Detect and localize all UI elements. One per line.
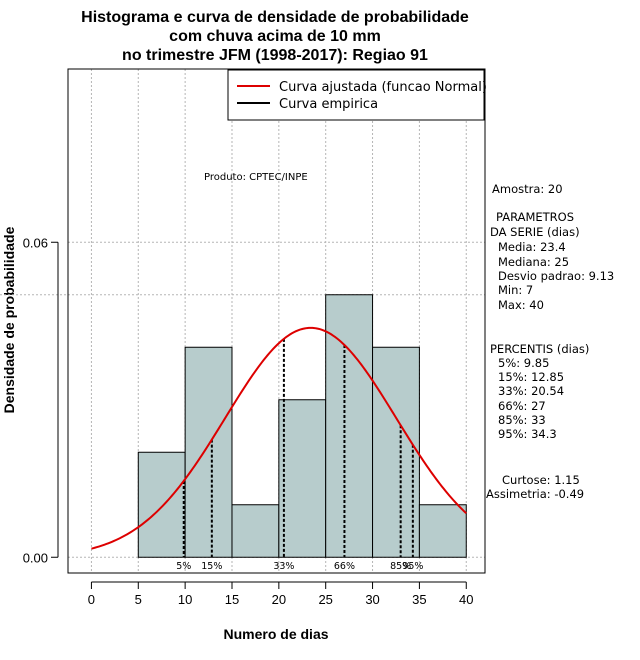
x-tick-label-2: 10: [178, 592, 192, 607]
percentil-66: 66%: 27: [498, 399, 546, 413]
param-max: Max: 40: [498, 298, 544, 312]
percentile-label-0: 5%: [176, 561, 191, 572]
chart-title-line-1: Histograma e curva de densidade de proba…: [81, 9, 469, 26]
legend-fit-label: Curva ajustada (funcao Normal): [279, 80, 487, 95]
histogram-bar-1: [184, 346, 233, 558]
percentil-5: 5%: 9.85: [498, 356, 549, 370]
percentile-label-5: 95%: [402, 561, 423, 572]
percentis-title: PERCENTIS (dias): [490, 342, 589, 356]
param-desvio: Desvio padrao: 9.13: [498, 269, 614, 283]
stats-panel: Amostra: 20 PARAMETROS DA SERIE (dias) M…: [486, 182, 614, 501]
chart-title-line-2: com chuva acima de 10 mm: [169, 28, 381, 45]
chart-title-line-3: no trimestre JFM (1998-2017): Regiao 91: [122, 47, 428, 64]
percentile-label-2: 33%: [273, 561, 294, 572]
histogram-bar-2: [231, 504, 280, 558]
param-mediana: Mediana: 25: [498, 255, 569, 269]
histogram-bar-5: [372, 346, 420, 558]
legend-box: [227, 69, 485, 121]
plot-frame: [67, 68, 486, 574]
curtose: Curtose: 1.15: [502, 473, 580, 487]
histogram-bar-0: [137, 451, 186, 558]
percentil-15: 15%: 12.85: [498, 370, 564, 384]
percentil-85: 85%: 33: [498, 413, 546, 427]
y-axis-label: Densidade de probabilidade: [1, 226, 17, 413]
curve-layer: [91, 326, 467, 550]
legend: Curva ajustada (funcao Normal) Curva emp…: [227, 69, 487, 121]
legend-empirical-label: Curva empirica: [279, 97, 378, 112]
x-tick-label-3: 15: [225, 592, 239, 607]
percentil-95: 95%: 34.3: [498, 427, 557, 441]
x-tick-label-0: 0: [88, 592, 95, 607]
percentile-label-3: 66%: [334, 561, 355, 572]
axis-layer: 0 5 10 15 20 25 30 35 40 0.00 0.06: [23, 235, 474, 607]
assimetria: Assimetria: -0.49: [486, 487, 584, 501]
histogram-bar-4: [325, 294, 374, 558]
y-tick-label-1: 0.06: [23, 235, 48, 250]
x-tick-label-4: 20: [272, 592, 286, 607]
x-tick-label-1: 5: [135, 592, 142, 607]
histogram-bar-6: [418, 504, 467, 558]
y-tick-label-0: 0.00: [23, 550, 48, 565]
x-axis-label: Numero de dias: [223, 626, 328, 642]
percentile-lines-layer: 5% 15% 33% 66% 85%95%: [176, 338, 423, 572]
params-title-1: PARAMETROS: [496, 210, 574, 224]
x-tick-label-8: 40: [459, 592, 473, 607]
x-tick-label-6: 30: [365, 592, 379, 607]
sample-size: Amostra: 20: [492, 182, 563, 196]
bars-layer: [137, 294, 467, 558]
histogram-bar-3: [278, 399, 327, 558]
percentile-label-1: 15%: [201, 561, 222, 572]
param-min: Min: 7: [498, 283, 533, 297]
product-label: Produto: CPTEC/INPE: [204, 172, 308, 183]
params-title-2: DA SERIE (dias): [490, 225, 580, 239]
normal-fit-curve: [91, 326, 467, 550]
percentil-33: 33%: 20.54: [498, 384, 564, 398]
percentile-label-4: 85%: [390, 561, 411, 572]
x-tick-label-7: 35: [412, 592, 426, 607]
x-tick-label-5: 25: [318, 592, 332, 607]
param-media: Media: 23.4: [498, 240, 566, 254]
